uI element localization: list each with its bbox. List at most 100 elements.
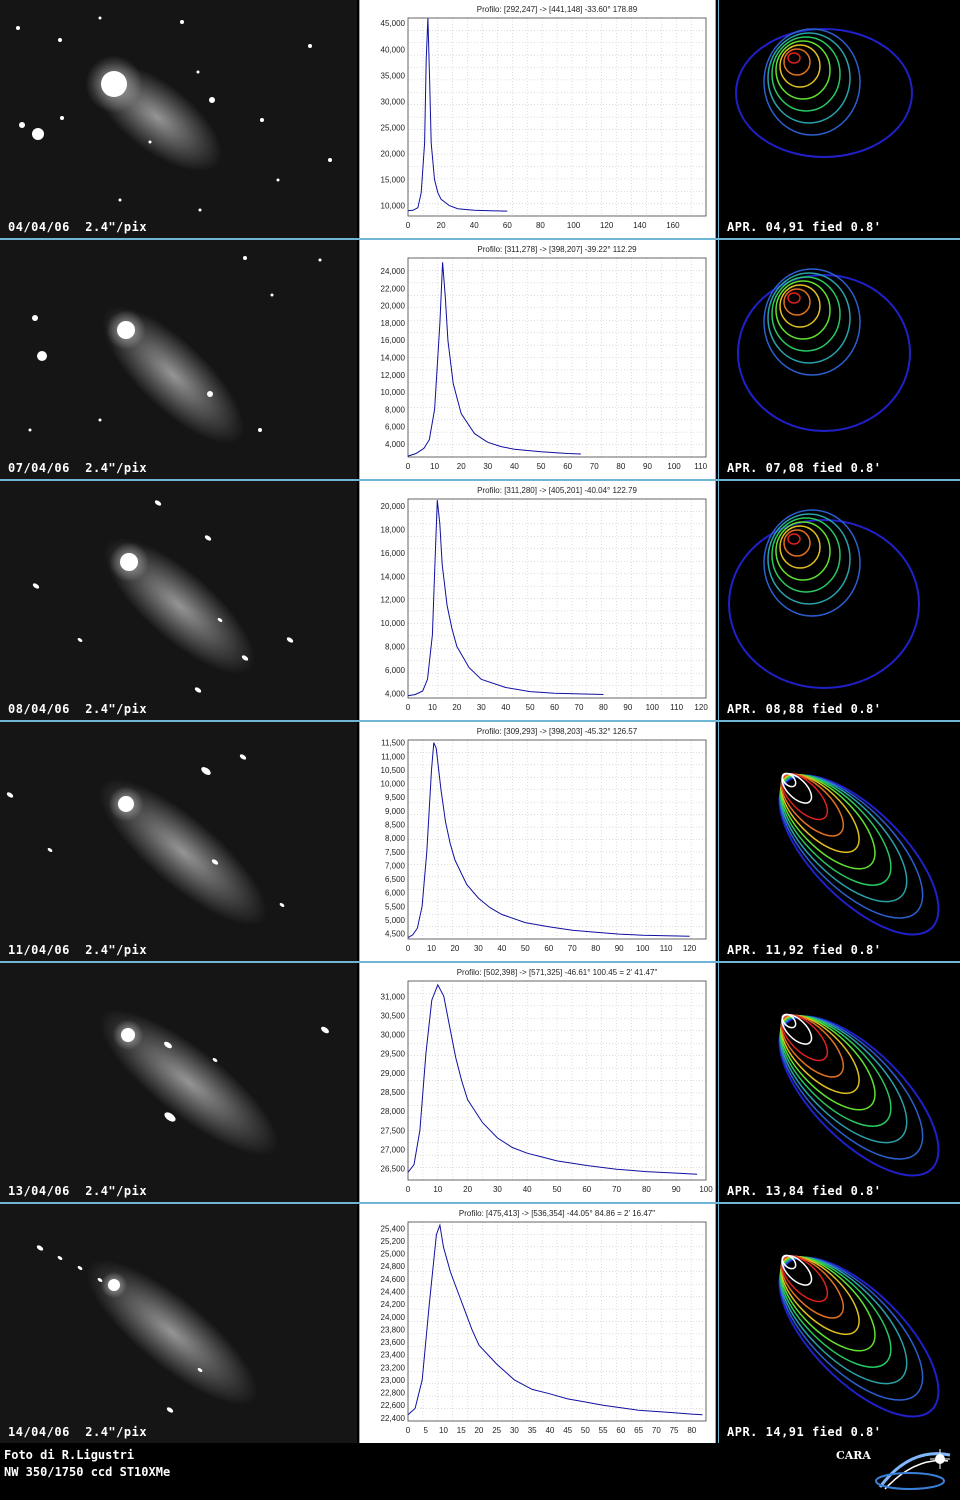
y-tick-label: 20,000	[381, 502, 406, 511]
x-tick-label: 110	[694, 462, 707, 471]
y-tick-label: 20,000	[381, 149, 406, 158]
x-tick-label: 80	[687, 1426, 696, 1435]
x-tick-label: 80	[616, 462, 625, 471]
star	[197, 1368, 203, 1372]
isophote-contour	[783, 288, 811, 316]
x-tick-label: 60	[544, 944, 553, 953]
x-tick-label: 0	[406, 703, 411, 712]
star	[276, 178, 280, 182]
photo-date-caption: 11/04/06 2.4"/pix	[8, 943, 148, 957]
y-tick-label: 24,800	[381, 1262, 406, 1271]
x-tick-label: 90	[643, 462, 652, 471]
x-tick-label: 0	[406, 1185, 411, 1194]
x-tick-label: 60	[550, 703, 559, 712]
y-tick-label: 23,000	[381, 1376, 406, 1385]
y-tick-label: 25,400	[381, 1224, 406, 1233]
star	[211, 859, 219, 865]
contour-date-caption: APR. 08,88 fied 0.8'	[727, 702, 882, 716]
y-tick-label: 8,000	[385, 642, 406, 651]
isophote-contour	[775, 521, 831, 581]
row-separator	[0, 961, 960, 963]
isophote-contour	[779, 44, 821, 88]
star	[212, 1058, 218, 1062]
y-tick-label: 22,000	[381, 284, 406, 293]
isophote-contour	[780, 1255, 829, 1303]
x-tick-label: 25	[492, 1426, 501, 1435]
contour-date-caption: APR. 07,08 fied 0.8'	[727, 461, 882, 475]
y-tick-label: 23,800	[381, 1325, 406, 1334]
profile-line	[407, 262, 581, 457]
x-tick-label: 50	[581, 1426, 590, 1435]
y-tick-label: 23,400	[381, 1351, 406, 1360]
isophote-contour	[779, 1015, 892, 1127]
y-tick-label: 10,000	[381, 388, 406, 397]
profile-line	[407, 17, 508, 212]
isophote-contour	[781, 772, 797, 788]
x-tick-label: 20	[450, 944, 459, 953]
x-tick-label: 80	[642, 1185, 651, 1194]
isophote-contour	[779, 525, 821, 569]
x-tick-label: 100	[646, 703, 660, 712]
brightness-profile-chart: Profilo: [311,278] -> [398,207] -39.22° …	[359, 240, 716, 479]
comet-photo: 11/04/06 2.4"/pix	[0, 722, 357, 961]
isophote-contour	[780, 1255, 860, 1336]
y-tick-label: 25,200	[381, 1237, 406, 1246]
y-tick-label: 25,000	[381, 123, 406, 132]
brightness-profile-chart: Profilo: [311,280] -> [405,201] -40.04° …	[359, 481, 716, 720]
x-tick-label: 0	[406, 1426, 411, 1435]
photo-date-caption: 08/04/06 2.4"/pix	[8, 702, 148, 716]
y-tick-label: 24,200	[381, 1300, 406, 1309]
photo-date-caption: 14/04/06 2.4"/pix	[8, 1425, 148, 1439]
isophote-contour	[787, 533, 801, 545]
x-tick-label: 0	[406, 944, 411, 953]
y-tick-label: 10,000	[381, 780, 406, 789]
chart-title: Profilo: [292,247] -> [441,148] -33.60° …	[477, 5, 638, 14]
x-tick-label: 50	[537, 462, 546, 471]
star	[198, 208, 202, 212]
contour-date-caption: APR. 04,91 fied 0.8'	[727, 220, 882, 234]
x-tick-label: 30	[483, 462, 492, 471]
y-tick-label: 31,000	[381, 992, 406, 1001]
star	[194, 687, 202, 693]
isophote-contour-map: APR. 13,84 fied 0.8'	[718, 963, 960, 1202]
x-tick-label: 10	[430, 462, 439, 471]
observation-row: 11/04/06 2.4"/pix Profilo: [309,293] -> […	[0, 722, 960, 961]
y-tick-label: 26,500	[381, 1165, 406, 1174]
isophote-contour	[781, 1254, 797, 1270]
y-tick-label: 40,000	[381, 45, 406, 54]
x-tick-label: 60	[503, 221, 512, 230]
y-tick-label: 25,000	[381, 1250, 406, 1259]
x-tick-label: 160	[666, 221, 680, 230]
isophote-contour-map: APR. 11,92 fied 0.8'	[718, 722, 960, 961]
star	[164, 1041, 172, 1049]
contour-date-caption: APR. 13,84 fied 0.8'	[727, 1184, 882, 1198]
row-separator	[0, 479, 960, 481]
x-tick-label: 20	[474, 1426, 483, 1435]
y-tick-label: 12,000	[381, 596, 406, 605]
x-tick-label: 70	[590, 462, 599, 471]
isophote-contour-map: APR. 07,08 fied 0.8'	[718, 240, 960, 479]
star	[166, 1407, 174, 1413]
isophote-contour	[781, 772, 813, 804]
y-tick-label: 18,000	[381, 319, 406, 328]
chart-title: Profilo: [309,293] -> [398,203] -45.32° …	[477, 727, 638, 736]
x-tick-label: 40	[523, 1185, 532, 1194]
x-tick-label: 70	[612, 1185, 621, 1194]
y-tick-label: 22,400	[381, 1414, 406, 1423]
x-tick-label: 35	[528, 1426, 537, 1435]
star	[19, 122, 25, 128]
x-tick-label: 70	[575, 703, 584, 712]
y-tick-label: 28,000	[381, 1107, 406, 1116]
star	[279, 903, 285, 907]
y-tick-label: 14,000	[381, 572, 406, 581]
isophote-contour	[779, 1015, 908, 1144]
y-tick-label: 20,000	[381, 302, 406, 311]
observation-row: 07/04/06 2.4"/pix Profilo: [311,278] -> […	[0, 240, 960, 479]
y-tick-label: 24,000	[381, 1313, 406, 1322]
isophote-contour	[737, 274, 911, 432]
y-tick-label: 24,000	[381, 267, 406, 276]
x-tick-label: 50	[521, 944, 530, 953]
y-tick-label: 27,500	[381, 1126, 406, 1135]
isophote-contour	[779, 1256, 892, 1368]
star	[16, 26, 20, 30]
